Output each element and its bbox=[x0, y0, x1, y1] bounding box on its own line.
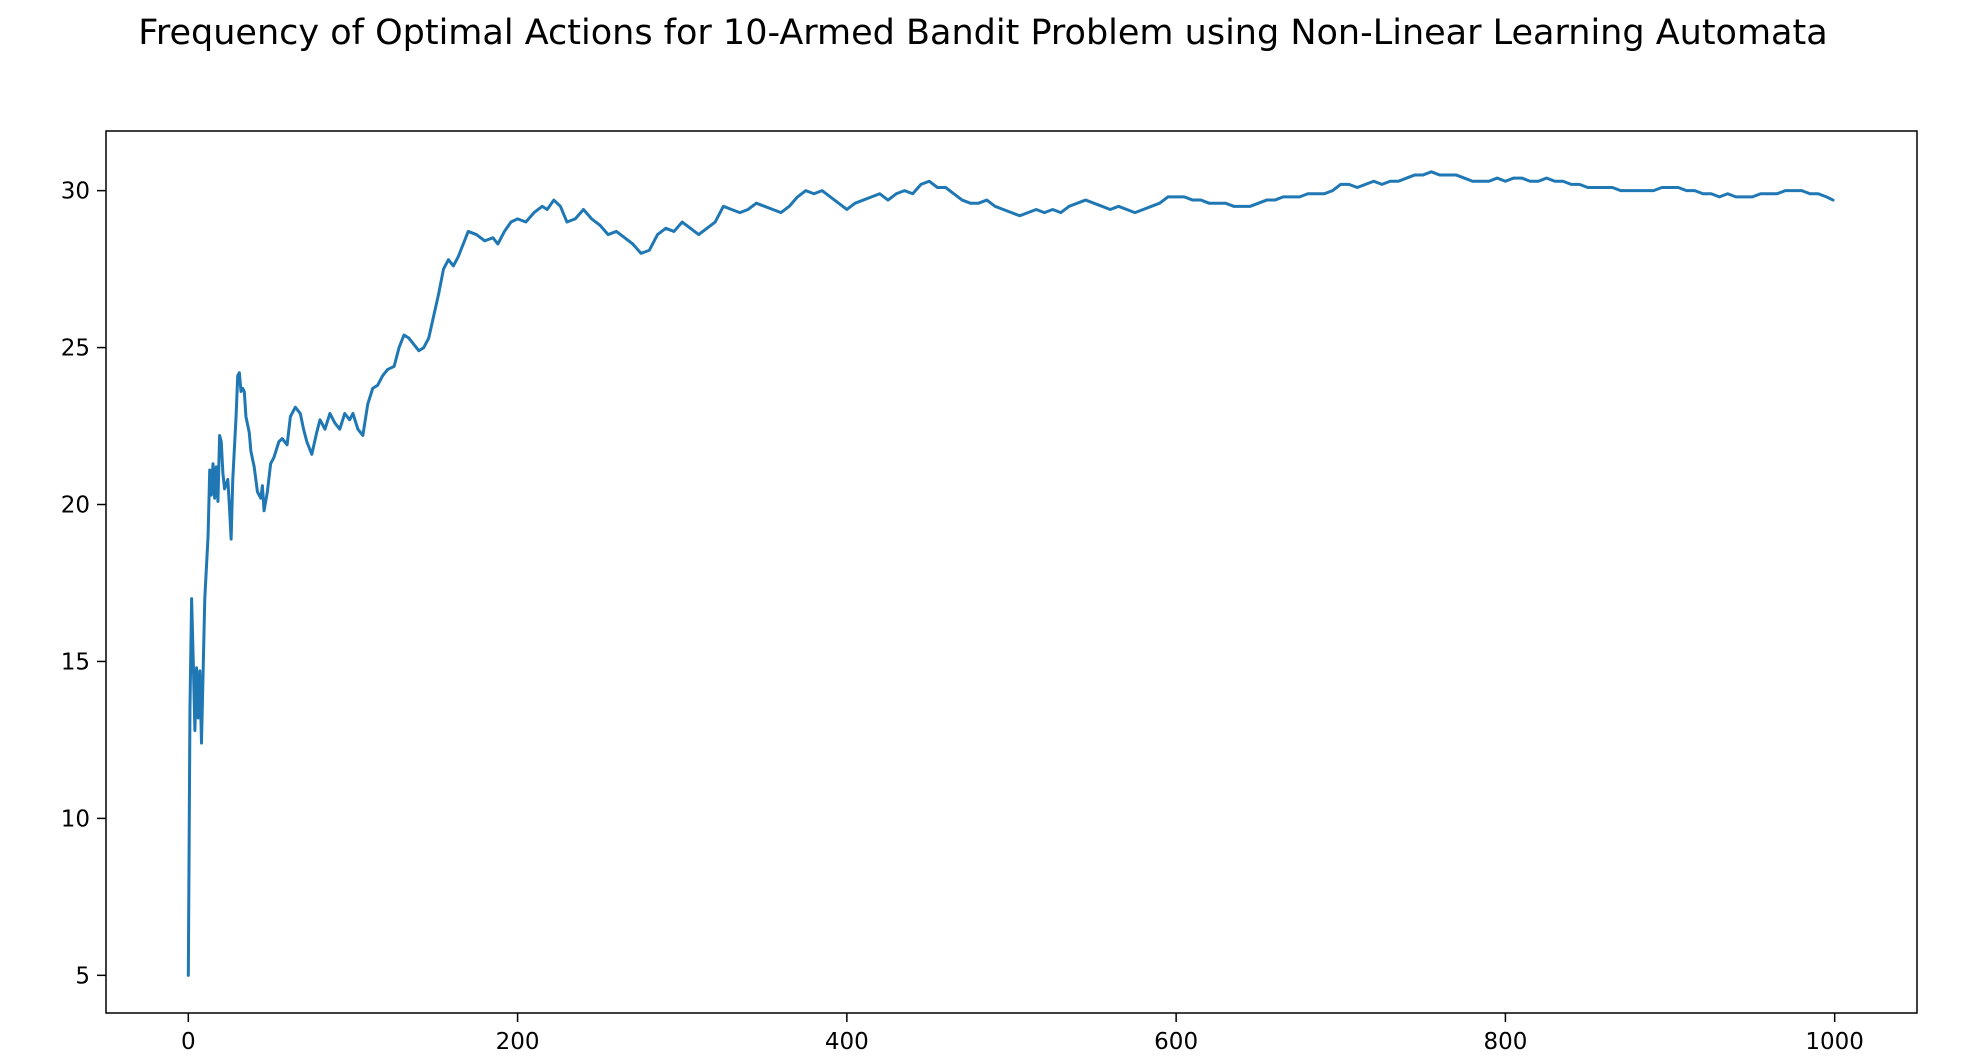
y-axis: 5 10 15 20 25 30 bbox=[61, 179, 106, 989]
x-tick-label: 200 bbox=[496, 1029, 540, 1055]
series-layer bbox=[186, 170, 1835, 977]
chart-title: Frequency of Optimal Actions for 10-Arme… bbox=[138, 13, 1827, 53]
x-tick-label: 800 bbox=[1483, 1029, 1527, 1055]
x-tick-label: 600 bbox=[1154, 1029, 1198, 1055]
x-tick-label: 0 bbox=[181, 1029, 196, 1055]
y-tick-label: 25 bbox=[61, 336, 90, 362]
y-tick-label: 15 bbox=[61, 649, 90, 675]
y-tick-label: 10 bbox=[61, 806, 90, 832]
series-line bbox=[186, 170, 1835, 977]
y-tick-label: 20 bbox=[61, 493, 90, 519]
x-axis: 0 200 400 600 800 1000 bbox=[181, 1013, 1864, 1055]
plot-area bbox=[105, 130, 1918, 1014]
y-tick-label: 30 bbox=[61, 179, 90, 205]
x-tick-label: 1000 bbox=[1805, 1029, 1864, 1055]
y-tick-label: 5 bbox=[75, 963, 90, 989]
x-tick-label: 400 bbox=[825, 1029, 869, 1055]
